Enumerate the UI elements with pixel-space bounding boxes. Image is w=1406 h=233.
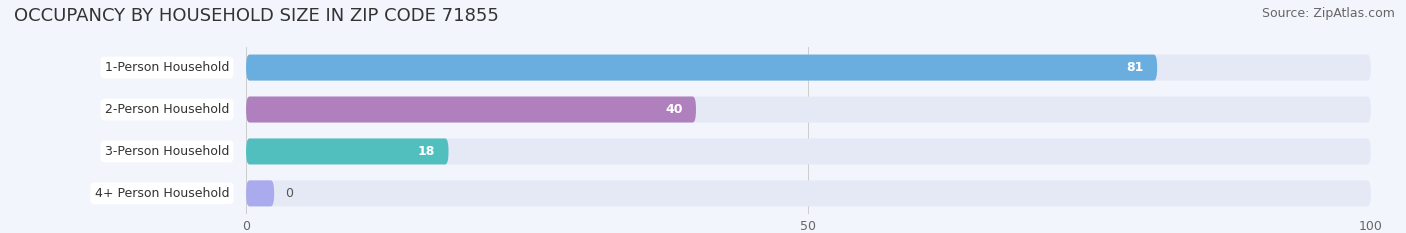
FancyBboxPatch shape [246,55,1157,81]
FancyBboxPatch shape [246,55,1371,81]
Text: 81: 81 [1126,61,1143,74]
Text: Source: ZipAtlas.com: Source: ZipAtlas.com [1261,7,1395,20]
Text: 3-Person Household: 3-Person Household [105,145,229,158]
Text: 18: 18 [418,145,434,158]
FancyBboxPatch shape [246,180,274,206]
FancyBboxPatch shape [246,96,1371,123]
FancyBboxPatch shape [246,138,1371,164]
Text: 1-Person Household: 1-Person Household [105,61,229,74]
FancyBboxPatch shape [246,138,449,164]
Text: 2-Person Household: 2-Person Household [105,103,229,116]
Text: 40: 40 [665,103,682,116]
Text: 4+ Person Household: 4+ Person Household [94,187,229,200]
FancyBboxPatch shape [246,180,1371,206]
FancyBboxPatch shape [246,96,696,123]
Text: 0: 0 [285,187,294,200]
Text: OCCUPANCY BY HOUSEHOLD SIZE IN ZIP CODE 71855: OCCUPANCY BY HOUSEHOLD SIZE IN ZIP CODE … [14,7,499,25]
